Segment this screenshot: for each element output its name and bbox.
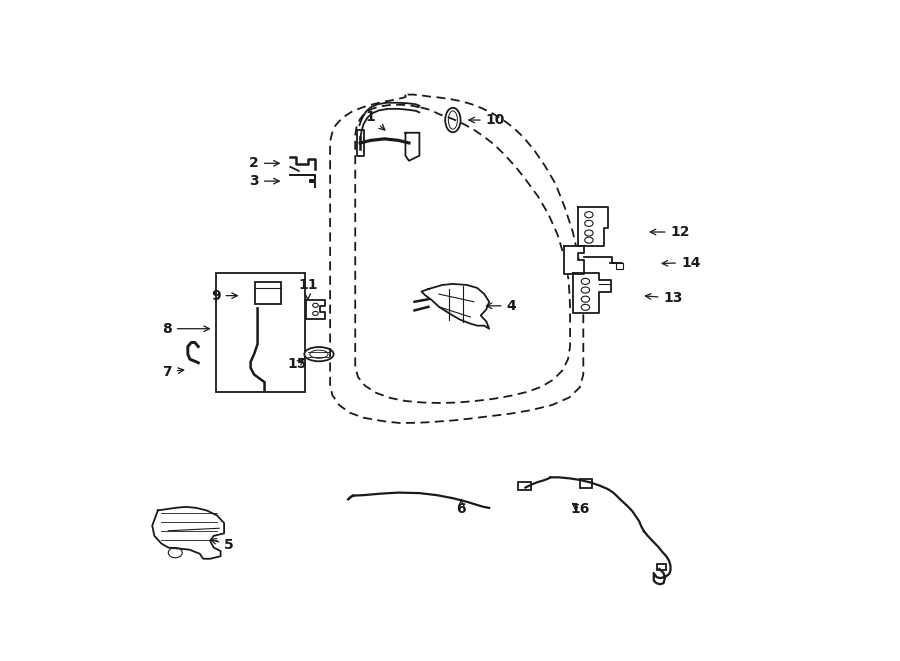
- Text: 6: 6: [456, 500, 466, 516]
- Polygon shape: [405, 133, 419, 161]
- Polygon shape: [356, 130, 364, 156]
- Bar: [657, 564, 666, 570]
- Polygon shape: [573, 273, 611, 313]
- Polygon shape: [306, 300, 325, 319]
- Text: 9: 9: [211, 289, 238, 303]
- Text: 13: 13: [645, 292, 683, 305]
- Text: 8: 8: [162, 322, 210, 336]
- Bar: [256, 282, 281, 304]
- Bar: [616, 263, 623, 269]
- Polygon shape: [421, 284, 490, 329]
- Text: 2: 2: [249, 156, 279, 171]
- Polygon shape: [291, 175, 315, 187]
- Text: 1: 1: [365, 110, 385, 130]
- Polygon shape: [152, 507, 224, 559]
- Polygon shape: [564, 246, 584, 274]
- Text: 14: 14: [662, 256, 700, 270]
- Text: 16: 16: [570, 502, 590, 516]
- Text: 4: 4: [486, 299, 517, 313]
- Bar: [518, 482, 531, 490]
- Text: 11: 11: [298, 278, 318, 299]
- Ellipse shape: [446, 108, 461, 132]
- Bar: [216, 273, 305, 393]
- Text: 5: 5: [211, 538, 234, 552]
- Polygon shape: [579, 207, 608, 247]
- Text: 15: 15: [288, 358, 307, 371]
- Text: 7: 7: [162, 365, 184, 379]
- Text: 12: 12: [651, 225, 690, 239]
- Bar: [580, 479, 592, 488]
- Ellipse shape: [304, 347, 334, 362]
- Text: 3: 3: [249, 174, 279, 188]
- Text: 10: 10: [469, 113, 505, 127]
